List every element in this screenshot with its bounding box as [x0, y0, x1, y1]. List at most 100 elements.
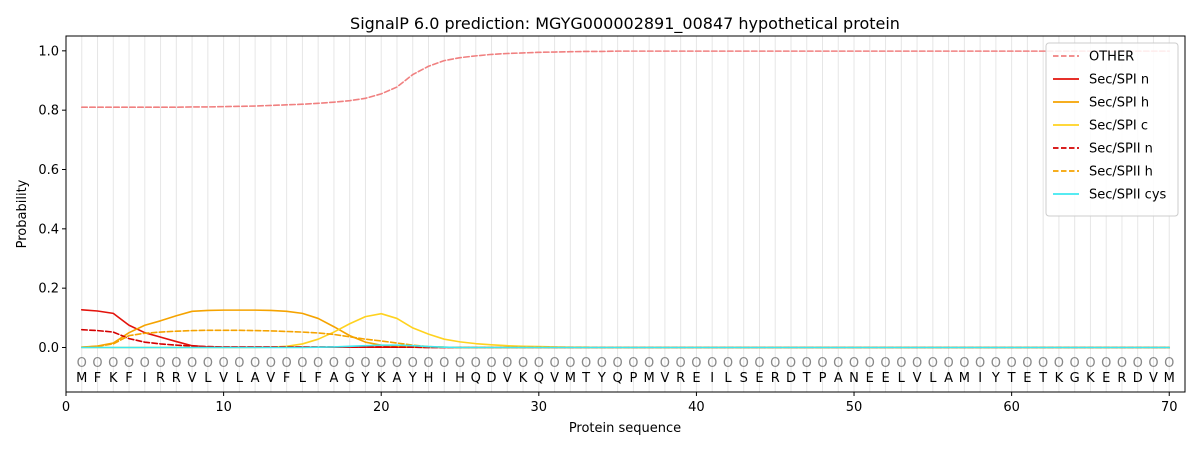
x-tick-label: 60: [1003, 400, 1020, 415]
residue-label: L: [929, 371, 937, 386]
x-tick-label: 0: [62, 400, 70, 415]
residue-label: I: [143, 371, 147, 386]
position-marker: O: [628, 356, 638, 371]
position-marker: O: [865, 356, 875, 371]
y-tick-label: 0.6: [38, 163, 59, 178]
x-axis-label: Protein sequence: [569, 421, 681, 436]
residue-label: F: [125, 371, 132, 386]
residue-label: R: [771, 371, 780, 386]
position-marker: O: [1054, 356, 1064, 371]
residue-label: L: [724, 371, 732, 386]
position-marker: O: [959, 356, 969, 371]
residue-label: M: [644, 371, 655, 386]
position-marker: O: [1133, 356, 1143, 371]
position-marker: O: [912, 356, 922, 371]
position-marker: O: [282, 356, 292, 371]
residue-label: A: [251, 371, 260, 386]
residue-label: L: [236, 371, 244, 386]
residue-label: I: [442, 371, 446, 386]
position-marker: O: [943, 356, 953, 371]
position-marker: O: [502, 356, 512, 371]
x-tick-label: 70: [1161, 400, 1178, 415]
position-marker: O: [644, 356, 654, 371]
position-marker: O: [218, 356, 228, 371]
residue-label: K: [1055, 371, 1064, 386]
position-marker: O: [439, 356, 449, 371]
position-marker: O: [676, 356, 686, 371]
residue-label: Y: [408, 371, 417, 386]
residue-label: T: [1007, 371, 1016, 386]
legend-label: Sec/SPII n: [1089, 142, 1153, 157]
residue-label: K: [1086, 371, 1095, 386]
residue-label: G: [1070, 371, 1080, 386]
residue-label: R: [676, 371, 685, 386]
residue-label: Y: [991, 371, 1000, 386]
residue-label: F: [94, 371, 101, 386]
position-marker: O: [597, 356, 607, 371]
residue-label: T: [1038, 371, 1047, 386]
residue-label: P: [629, 371, 637, 386]
position-marker: O: [1101, 356, 1111, 371]
position-marker: O: [723, 356, 733, 371]
residue-label: H: [424, 371, 434, 386]
position-marker: O: [534, 356, 544, 371]
residue-label: F: [283, 371, 290, 386]
position-marker: O: [155, 356, 165, 371]
legend-label: Sec/SPI n: [1089, 73, 1149, 88]
residue-label: V: [660, 371, 669, 386]
y-axis-label: Probability: [15, 179, 30, 248]
y-tick-label: 0.0: [38, 341, 59, 356]
series-line-6: [80, 344, 1171, 349]
position-marker: O: [928, 356, 938, 371]
position-marker: O: [786, 356, 796, 371]
residue-label: M: [959, 371, 970, 386]
y-tick-label: 0.4: [38, 222, 59, 237]
residue-label: P: [819, 371, 827, 386]
residue-label: K: [109, 371, 118, 386]
residue-label: V: [550, 371, 559, 386]
residue-label: L: [898, 371, 906, 386]
position-marker: O: [187, 356, 197, 371]
position-marker: O: [660, 356, 670, 371]
position-marker: O: [392, 356, 402, 371]
residue-label: A: [944, 371, 953, 386]
position-marker: O: [486, 356, 496, 371]
series-line-4: [80, 328, 1171, 349]
position-marker: O: [140, 356, 150, 371]
position-marker: O: [975, 356, 985, 371]
position-marker: O: [880, 356, 890, 371]
residue-label: T: [802, 371, 811, 386]
residue-label: A: [834, 371, 843, 386]
position-marker: O: [124, 356, 134, 371]
residue-label: S: [740, 371, 748, 386]
x-tick-label: 10: [215, 400, 232, 415]
position-marker: O: [266, 356, 276, 371]
residue-label: V: [503, 371, 512, 386]
residue-label: Q: [613, 371, 623, 386]
residue-label: Q: [534, 371, 544, 386]
residue-label: V: [913, 371, 922, 386]
legend-label: Sec/SPI c: [1089, 119, 1148, 134]
position-marker: O: [770, 356, 780, 371]
residue-label: K: [377, 371, 386, 386]
legend-label: Sec/SPI h: [1089, 96, 1149, 111]
residue-label: R: [1117, 371, 1126, 386]
position-marker: O: [549, 356, 559, 371]
position-marker: O: [1148, 356, 1158, 371]
position-marker: O: [1085, 356, 1095, 371]
residue-label: Q: [471, 371, 481, 386]
residue-label: I: [710, 371, 714, 386]
position-marker: O: [423, 356, 433, 371]
y-tick-label: 0.8: [38, 104, 59, 119]
residue-label: M: [1164, 371, 1175, 386]
position-marker: O: [802, 356, 812, 371]
residue-label: D: [786, 371, 796, 386]
series-line-1: [80, 309, 1171, 349]
position-marker: O: [1007, 356, 1017, 371]
position-marker: O: [360, 356, 370, 371]
residue-label: A: [329, 371, 338, 386]
position-marker: O: [1038, 356, 1048, 371]
x-tick-label: 20: [373, 400, 390, 415]
residue-label: F: [314, 371, 321, 386]
residue-label: V: [188, 371, 197, 386]
